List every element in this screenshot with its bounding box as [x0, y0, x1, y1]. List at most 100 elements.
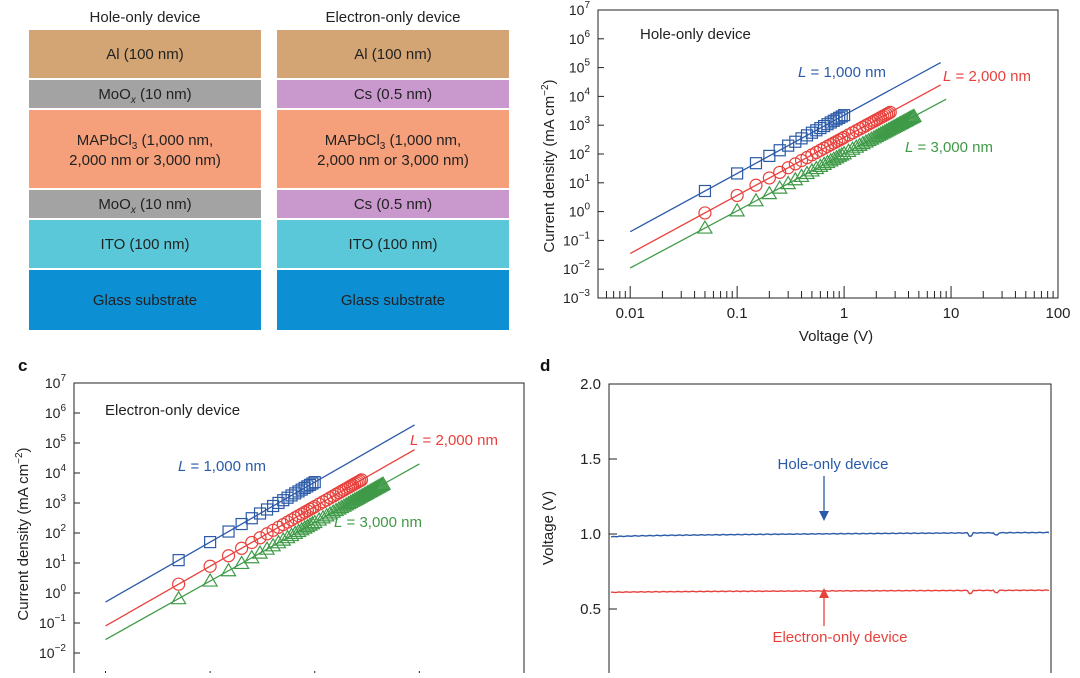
- data-point-triangle: [366, 481, 383, 495]
- data-point-square: [253, 507, 267, 520]
- data-point-square: [303, 478, 317, 491]
- data-point-triangle: [367, 480, 384, 495]
- data-point-circle: [881, 106, 896, 120]
- stack-1-layer-1-label: Cs (0.5 nm): [354, 86, 432, 103]
- data-point-circle: [788, 157, 802, 171]
- y-tick-label: 102: [569, 144, 591, 162]
- data-point-triangle: [780, 175, 797, 190]
- data-point-square: [698, 184, 712, 198]
- data-point-circle: [305, 501, 320, 515]
- data-point-square: [782, 139, 795, 152]
- chart-b-x-label: Voltage (V): [799, 328, 873, 345]
- data-point-triangle: [202, 572, 219, 587]
- data-point-triangle: [370, 478, 387, 493]
- y-tick-label: 10−2: [563, 259, 590, 277]
- stack-1-layer-3: [277, 190, 509, 218]
- stack-0-layer-4: [29, 220, 261, 268]
- stack-0-layer-3: [29, 190, 261, 218]
- stack-1-layer-2-label2: 2,000 nm or 3,000 nm): [317, 152, 469, 169]
- data-point-triangle: [729, 202, 746, 217]
- stack-0-layer-5: [29, 270, 261, 330]
- data-point-triangle: [900, 111, 917, 125]
- y-tick-label: 101: [45, 553, 67, 571]
- y-tick-label: 10−3: [563, 288, 590, 306]
- data-point-circle: [203, 559, 217, 573]
- data-point-square: [749, 157, 763, 170]
- stack-1-layer-2: [277, 110, 509, 188]
- chart-b-legend-1000: L = 1,000 nm: [798, 64, 886, 81]
- data-point-triangle: [270, 534, 287, 549]
- data-point-circle: [221, 549, 236, 563]
- voltage-trace-1: [611, 589, 1050, 595]
- data-point-triangle: [896, 113, 913, 127]
- chart-b-x-ticks: 0.01 0.1 1 10 100: [597, 286, 1071, 322]
- stack-0-layer-2: [29, 110, 261, 188]
- x-tick-label: 10: [943, 305, 960, 322]
- data-point-circle: [172, 577, 186, 591]
- chart-c-legend-1000: L = 1,000 nm: [178, 458, 266, 475]
- data-point-square: [731, 167, 744, 180]
- data-point-triangle: [220, 562, 237, 577]
- chart-d-hole-arrowhead: [819, 511, 829, 521]
- chart-b-y-ticks: 10−3 10−2 10−1 100 101 102 103 104 105 106 107: [563, 0, 604, 306]
- y-tick-label: 10−2: [39, 643, 66, 661]
- y-tick-label: 1.0: [580, 526, 601, 543]
- y-tick-label: 2.0: [580, 376, 601, 393]
- data-point-circle: [284, 513, 299, 527]
- data-point-square: [773, 144, 786, 157]
- data-point-triangle: [819, 154, 836, 169]
- chart-d-y-ticks: 0.00.51.01.52.0: [580, 376, 617, 678]
- y-tick-label: 106: [569, 29, 591, 47]
- data-point-triangle: [905, 108, 923, 122]
- y-tick-label: 103: [569, 115, 591, 133]
- data-point-triangle: [828, 149, 845, 164]
- y-tick-label: 104: [569, 86, 591, 104]
- y-tick-label: 0.5: [580, 601, 601, 618]
- stack-title-0: Hole-only device: [90, 9, 201, 26]
- data-point-circle: [835, 132, 849, 146]
- y-tick-label: 10−1: [563, 230, 590, 248]
- data-point-square: [789, 135, 802, 148]
- data-point-circle: [749, 178, 763, 192]
- stack-1-layer-2-label: MAPbCl3 (1,000 nm,: [325, 132, 461, 152]
- data-point-circle: [316, 495, 330, 509]
- data-point-square: [810, 124, 823, 137]
- chart-b-title: Hole-only device: [640, 26, 751, 43]
- stack-0-layer-0: [29, 30, 261, 78]
- chart-d-voltage: d 0.00.51.01.52.0 Voltage (V) Hole-only …: [540, 356, 1052, 678]
- x-tick-label: 0.01: [616, 305, 645, 322]
- data-point-circle: [883, 105, 897, 119]
- data-point-square: [306, 477, 319, 490]
- data-point-square: [308, 476, 321, 489]
- data-point-triangle: [836, 145, 853, 160]
- y-tick-label: 100: [569, 202, 591, 220]
- chart-d-series: [610, 531, 1050, 595]
- stack-1-layer-3-label: Cs (0.5 nm): [354, 196, 432, 213]
- data-point-circle: [773, 165, 787, 179]
- chart-d-electron-arrowhead: [819, 588, 829, 598]
- x-tick-label: 0.1: [727, 305, 748, 322]
- data-point-triangle: [840, 143, 857, 157]
- data-point-square: [281, 491, 294, 504]
- stack-1-layer-1: [277, 80, 509, 108]
- data-point-triangle: [787, 171, 804, 186]
- data-point-triangle: [275, 531, 292, 546]
- data-point-triangle: [299, 518, 316, 533]
- y-tick-label: 105: [45, 433, 67, 451]
- data-point-circle: [353, 474, 367, 488]
- data-point-square: [245, 512, 258, 525]
- data-point-triangle: [375, 476, 392, 490]
- fit-line-1: [105, 449, 415, 627]
- data-point-triangle: [803, 162, 820, 177]
- y-tick-label: 10−1: [39, 613, 66, 631]
- stack-1-layer-0: [277, 30, 509, 78]
- stack-0-layer-2-label2: 2,000 nm or 3,000 nm): [69, 152, 221, 169]
- stack-title-1: Electron-only device: [325, 9, 460, 26]
- data-point-square: [805, 126, 819, 139]
- fit-line-0: [105, 424, 415, 603]
- data-point-square: [172, 554, 185, 567]
- data-point-triangle: [243, 549, 260, 564]
- stack-1-layer-0-label: Al (100 nm): [354, 46, 432, 63]
